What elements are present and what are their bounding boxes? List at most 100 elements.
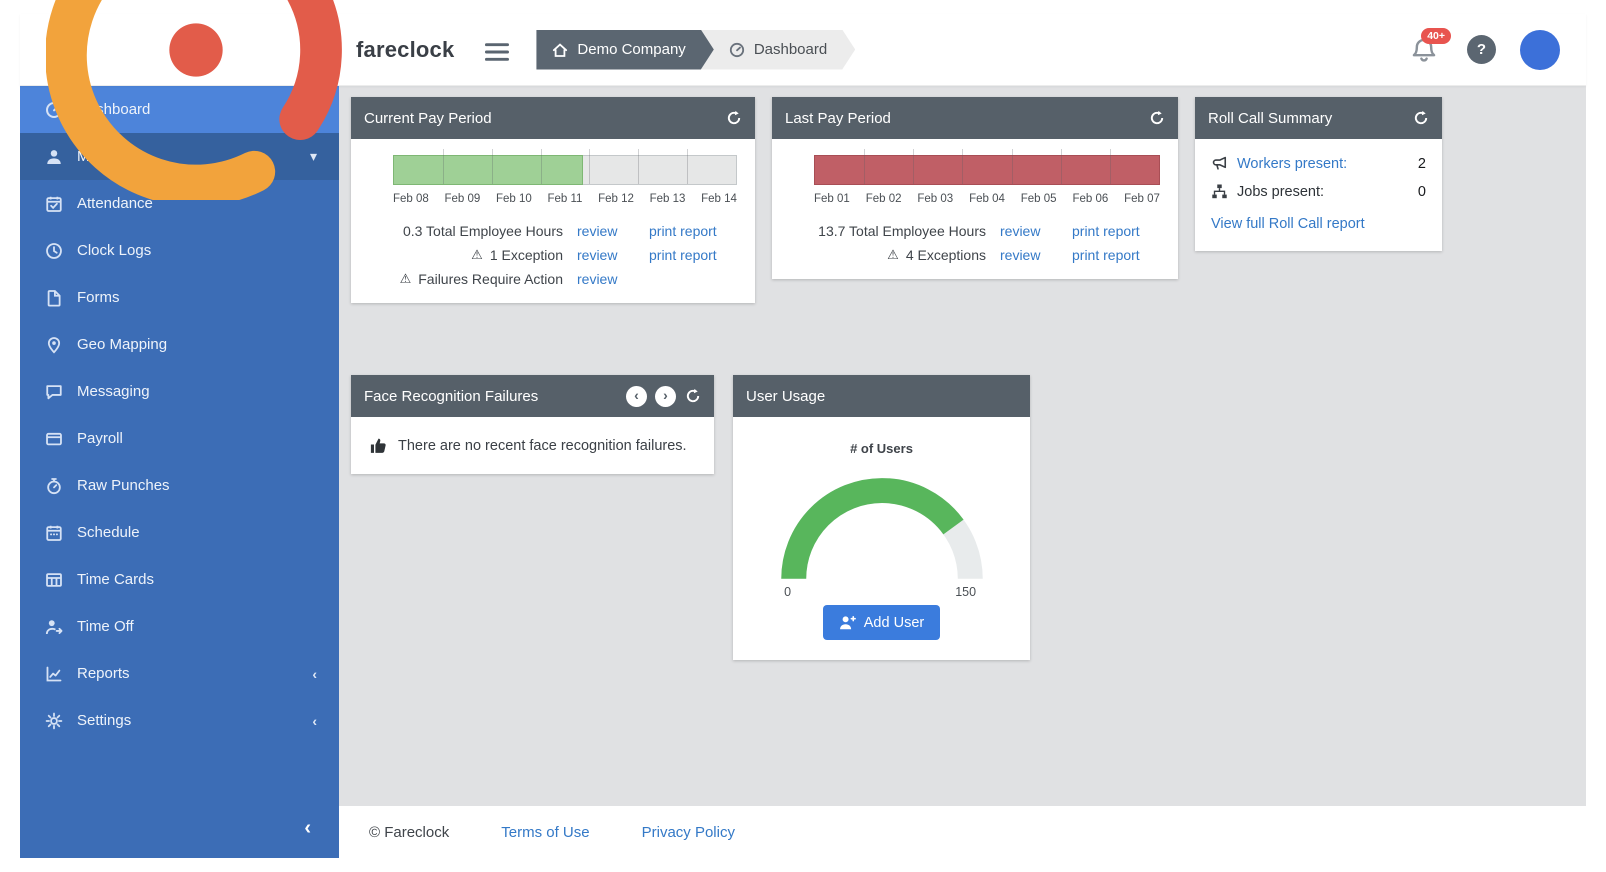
review-link[interactable]: review	[577, 271, 618, 287]
sidebar-item-schedule[interactable]: Schedule	[20, 509, 339, 556]
help-label: ?	[1476, 41, 1487, 58]
sitemap-icon	[1211, 183, 1228, 200]
chevron-left-icon: ‹	[634, 387, 639, 403]
sidebar-item-time-off[interactable]: Time Off	[20, 603, 339, 650]
card-title: Current Pay Period	[364, 109, 492, 127]
table-icon	[45, 571, 63, 589]
warning-icon: ⚠	[887, 247, 899, 262]
gauge-title: # of Users	[850, 441, 913, 456]
thumbs-up-icon	[369, 436, 388, 455]
footer: © Fareclock Terms of Use Privacy Policy	[339, 806, 1586, 858]
person-add-icon	[839, 614, 856, 631]
print-report-link[interactable]: print report	[1072, 223, 1140, 239]
gauge-min-label: 0	[784, 585, 791, 598]
dashboard-icon	[729, 42, 745, 58]
stat-label: ⚠ 1 Exception	[471, 247, 563, 263]
user-avatar[interactable]	[1520, 29, 1560, 70]
breadcrumb-company[interactable]: Demo Company	[536, 30, 713, 70]
view-roll-call-link[interactable]: View full Roll Call report	[1211, 216, 1365, 232]
sidebar-item-attendance[interactable]: Attendance	[20, 180, 339, 227]
pay-period-stats: 0.3 Total Employee Hours review print re…	[369, 223, 737, 287]
card-user-usage: User Usage # of Users 0 150 Add User	[733, 375, 1030, 660]
card-title: User Usage	[746, 387, 826, 405]
menu-toggle-button[interactable]	[484, 39, 510, 61]
review-link[interactable]: review	[1000, 223, 1041, 239]
review-link[interactable]: review	[577, 247, 618, 263]
add-user-button[interactable]: Add User	[822, 605, 941, 640]
current-pay-period-progress-chart	[393, 149, 737, 185]
date-axis: Feb 01 Feb 02 Feb 03 Feb 04 Feb 05 Feb 06 Feb …	[814, 193, 1160, 205]
sidebar-item-raw-punches[interactable]: Raw Punches	[20, 462, 339, 509]
sidebar-item-messaging[interactable]: Messaging	[20, 368, 339, 415]
face-recognition-message: There are no recent face recognition fai…	[398, 437, 687, 454]
card-header: Roll Call Summary	[1195, 97, 1442, 139]
workers-present-value: 2	[1417, 155, 1426, 172]
chevron-left-icon: ‹	[312, 665, 317, 682]
last-pay-period-progress-chart	[814, 149, 1160, 185]
copyright-text: © Fareclock	[369, 823, 450, 841]
user-usage-gauge: 0 150	[780, 478, 983, 599]
jobs-present-value: 0	[1417, 183, 1426, 200]
refresh-button[interactable]	[725, 110, 742, 127]
next-button[interactable]: ›	[655, 385, 676, 407]
review-link[interactable]: review	[1000, 247, 1041, 263]
breadcrumb-company-label: Demo Company	[577, 41, 686, 58]
chevron-right-icon: ›	[663, 387, 668, 403]
terms-of-use-link[interactable]: Terms of Use	[501, 823, 590, 841]
warning-icon: ⚠	[471, 247, 483, 262]
help-button[interactable]: ?	[1467, 35, 1496, 64]
breadcrumb: Demo Company Dashboard	[536, 30, 855, 70]
warning-icon: ⚠	[399, 271, 412, 286]
logo[interactable]: fareclock	[46, 0, 454, 200]
privacy-policy-link[interactable]: Privacy Policy	[641, 823, 735, 841]
sidebar-item-clock-logs[interactable]: Clock Logs	[20, 227, 339, 274]
refresh-icon	[685, 388, 701, 404]
chart-icon	[45, 665, 63, 683]
review-link[interactable]: review	[577, 223, 618, 239]
sidebar-item-time-cards[interactable]: Time Cards	[20, 556, 339, 603]
chevron-left-icon: ‹	[312, 712, 317, 729]
print-report-link[interactable]: print report	[1072, 247, 1140, 263]
stat-label: ⚠ Failures Require Action	[399, 271, 563, 287]
breadcrumb-dashboard[interactable]: Dashboard	[701, 30, 855, 70]
stat-label: 13.7 Total Employee Hours	[818, 223, 986, 239]
sidebar-item-forms[interactable]: Forms	[20, 274, 339, 321]
card-current-pay-period: Current Pay Period Feb 08 Feb 09 Feb 10 Feb…	[351, 97, 755, 303]
topbar: fareclock Demo Company Dashboard	[20, 0, 1586, 200]
content: Dashboard Manage ▾ Attendance Clock Logs	[20, 86, 1586, 858]
breadcrumb-dashboard-label: Dashboard	[753, 41, 828, 58]
clock-history-icon	[45, 242, 63, 260]
attendance-icon	[45, 195, 63, 213]
card-title: Roll Call Summary	[1208, 109, 1333, 127]
sidebar-item-geo-mapping[interactable]: Geo Mapping	[20, 321, 339, 368]
progress-fill	[814, 155, 1160, 185]
refresh-button[interactable]	[684, 388, 701, 405]
sidebar-item-settings[interactable]: Settings ‹	[20, 697, 339, 744]
card-face-recognition-failures: Face Recognition Failures ‹ › There are …	[351, 375, 714, 474]
roll-call-row: Jobs present: 0	[1211, 183, 1426, 200]
sidebar-item-reports[interactable]: Reports ‹	[20, 650, 339, 697]
stopwatch-icon	[45, 477, 63, 495]
print-report-link[interactable]: print report	[649, 247, 717, 263]
chat-icon	[45, 383, 63, 401]
prev-button[interactable]: ‹	[626, 385, 647, 407]
notifications-button[interactable]: 40+	[1411, 27, 1451, 63]
pay-period-stats: 13.7 Total Employee Hours review print r…	[790, 223, 1160, 263]
refresh-button[interactable]	[1148, 110, 1165, 127]
megaphone-icon	[1211, 155, 1228, 172]
person-leave-icon	[45, 618, 63, 636]
bell-icon	[1411, 37, 1437, 63]
sidebar-item-payroll[interactable]: Payroll	[20, 415, 339, 462]
refresh-icon	[1149, 110, 1165, 126]
home-icon	[552, 42, 568, 58]
card-header: Face Recognition Failures ‹ ›	[351, 375, 714, 417]
sidebar-collapse-button[interactable]: ‹	[304, 817, 311, 839]
card-header: Last Pay Period	[772, 97, 1178, 139]
workers-present-link[interactable]: Workers present:	[1237, 155, 1348, 172]
card-header: User Usage	[733, 375, 1030, 417]
refresh-icon	[1413, 110, 1429, 126]
refresh-button[interactable]	[1412, 110, 1429, 127]
gauge-max-label: 150	[955, 585, 976, 598]
print-report-link[interactable]: print report	[649, 223, 717, 239]
